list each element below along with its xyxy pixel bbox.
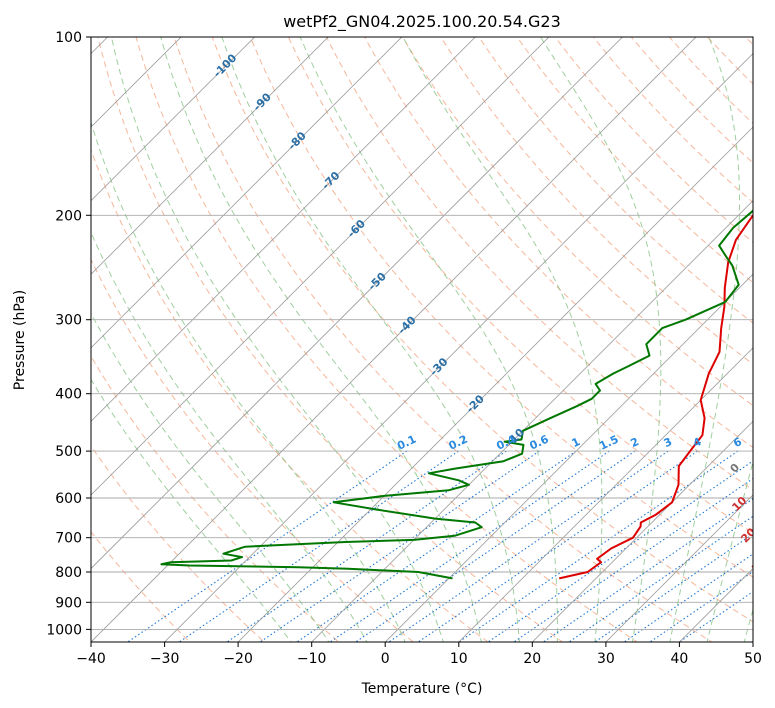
isotherm-line <box>384 273 753 642</box>
y-tick-label: 1000 <box>46 622 82 638</box>
isotherm-line <box>91 37 476 422</box>
plot-frame <box>90 36 754 643</box>
isotherm-line <box>531 420 753 642</box>
y-tick-label: 900 <box>55 595 82 611</box>
dry-adiabat-line <box>287 37 753 534</box>
moist-adiabat-line <box>402 37 603 642</box>
x-axis-label: Temperature (°C) <box>361 681 483 697</box>
dry-adiabat-line <box>630 37 753 164</box>
mixing-ratio-line <box>388 450 669 642</box>
mixing-ratio-line <box>417 450 698 642</box>
dry-adiabat-line <box>91 258 415 642</box>
mixing-ratio-line <box>513 477 753 642</box>
x-tick-label: −10 <box>297 651 327 667</box>
x-tick-label: −40 <box>76 651 106 667</box>
moist-adiabat-line <box>221 37 520 642</box>
isotherm-line <box>605 494 753 642</box>
mixing-ratio-line <box>329 450 610 642</box>
x-tick-label: −20 <box>223 651 253 667</box>
dry-adiabat-line <box>173 37 713 642</box>
mixing-ratio-line <box>543 497 753 642</box>
y-tick-label: 700 <box>55 531 82 547</box>
dry-adiabat-line <box>440 37 753 365</box>
y-axis-label: Pressure (hPa) <box>12 290 28 390</box>
isotherm-line <box>91 37 329 275</box>
x-tick-label: 30 <box>597 651 615 667</box>
moist-adiabat-line <box>91 312 330 642</box>
mixing-ratio-line <box>178 450 459 642</box>
mixing-ratio-line <box>568 515 753 642</box>
mixing-ratio-line <box>296 450 577 642</box>
moist-adiabat-line <box>91 231 368 642</box>
y-tick-label: 300 <box>55 313 82 329</box>
moist-adiabat-line <box>669 37 740 642</box>
x-tick-label: 0 <box>381 651 390 667</box>
moist-adiabat-line <box>160 37 482 642</box>
profile-line-0 <box>558 213 753 580</box>
isotherm-line <box>91 37 256 202</box>
dry-adiabat-line <box>402 37 753 407</box>
mixing-ratio-line <box>594 533 753 642</box>
y-tick-label: 800 <box>55 565 82 581</box>
dry-adiabat-line <box>91 445 265 642</box>
isotherm-line <box>91 37 697 642</box>
dry-adiabat-line <box>592 37 753 204</box>
x-tick-label: −30 <box>150 651 180 667</box>
y-tick-label: 400 <box>55 387 82 403</box>
isotherm-line <box>91 37 403 349</box>
dry-adiabat-line <box>668 37 753 125</box>
mixing-ratio-line <box>355 450 636 642</box>
isotherm-line <box>237 126 753 642</box>
dry-adiabat-line <box>249 37 753 578</box>
chart-title: wetPf2_GN04.2025.100.20.54.G23 <box>283 12 561 32</box>
isotherm-line <box>91 37 182 128</box>
plot-area <box>91 37 753 642</box>
mixing-ratio-line <box>226 450 507 642</box>
moist-adiabat-line <box>110 37 444 642</box>
y-tick-label: 100 <box>55 30 82 46</box>
dry-adiabat-line <box>135 37 639 642</box>
x-tick-label: 40 <box>670 651 688 667</box>
profile-line-1 <box>160 209 753 580</box>
mixing-ratio-line <box>259 450 540 642</box>
x-tick-label: 20 <box>523 651 541 667</box>
isotherm-line <box>91 37 624 570</box>
dry-adiabat-line <box>91 148 489 642</box>
moist-adiabat-line <box>91 120 406 642</box>
moist-adiabat-line <box>91 378 292 642</box>
dry-adiabat-line <box>325 37 753 491</box>
adiabat-label: 30 <box>749 555 769 575</box>
y-tick-label: 500 <box>55 444 82 460</box>
x-tick-label: 10 <box>450 651 468 667</box>
y-tick-label: 600 <box>55 491 82 507</box>
dry-adiabat-line <box>97 37 564 642</box>
dry-adiabat-line <box>211 37 753 623</box>
moist-adiabat-line <box>706 459 753 642</box>
x-tick-label: 50 <box>744 651 762 667</box>
y-tick-label: 200 <box>55 208 82 224</box>
isotherm-line <box>458 347 753 642</box>
isotherm-line <box>91 37 550 496</box>
isotherm-line <box>311 200 753 642</box>
